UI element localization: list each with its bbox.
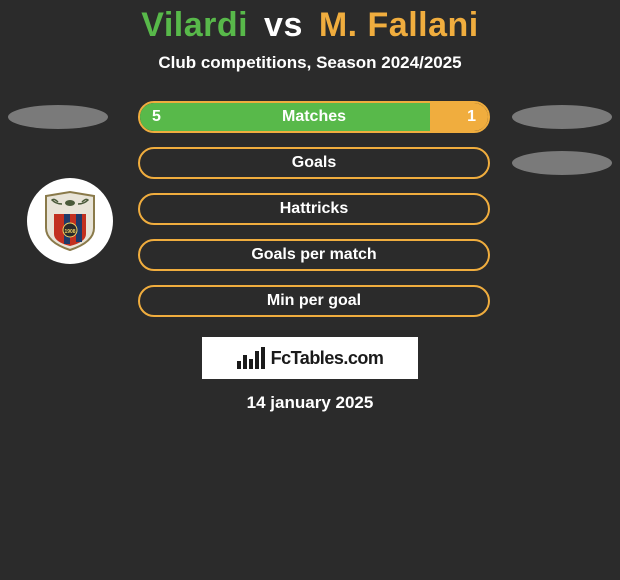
stat-bar: Goals [138,147,490,179]
stat-label: Goals [140,149,488,177]
fctables-logo: FcTables.com [202,337,418,379]
logo-bars-icon [237,347,265,369]
player2-name: M. Fallani [319,6,479,44]
club-crest-icon: 1908 [44,190,96,252]
player1-name: Vilardi [141,6,248,44]
stat-row: Matches5 1 [0,101,620,133]
logo-text: FcTables.com [271,348,384,369]
stat-bar: Hattricks [138,193,490,225]
stat-label: Matches [140,103,488,131]
club-badge: 1908 [27,178,113,264]
stat-bar: Min per goal [138,285,490,317]
stat-value-left: 5 [140,103,173,131]
date-text: 14 january 2025 [247,393,374,413]
stat-value-right: 1 [455,103,488,131]
right-badge [512,151,612,175]
stat-label: Hattricks [140,195,488,223]
svg-text:1908: 1908 [64,229,75,235]
vs-text: vs [264,6,303,44]
stat-label: Goals per match [140,241,488,269]
title: Vilardi vs M. Fallani [141,6,478,45]
stat-bar: Matches5 1 [138,101,490,133]
left-badge [8,105,108,129]
subtitle: Club competitions, Season 2024/2025 [158,53,461,73]
right-badge [512,105,612,129]
stat-row: Goals [0,147,620,179]
stat-label: Min per goal [140,287,488,315]
stat-bar: Goals per match [138,239,490,271]
stat-row: Min per goal [0,285,620,317]
